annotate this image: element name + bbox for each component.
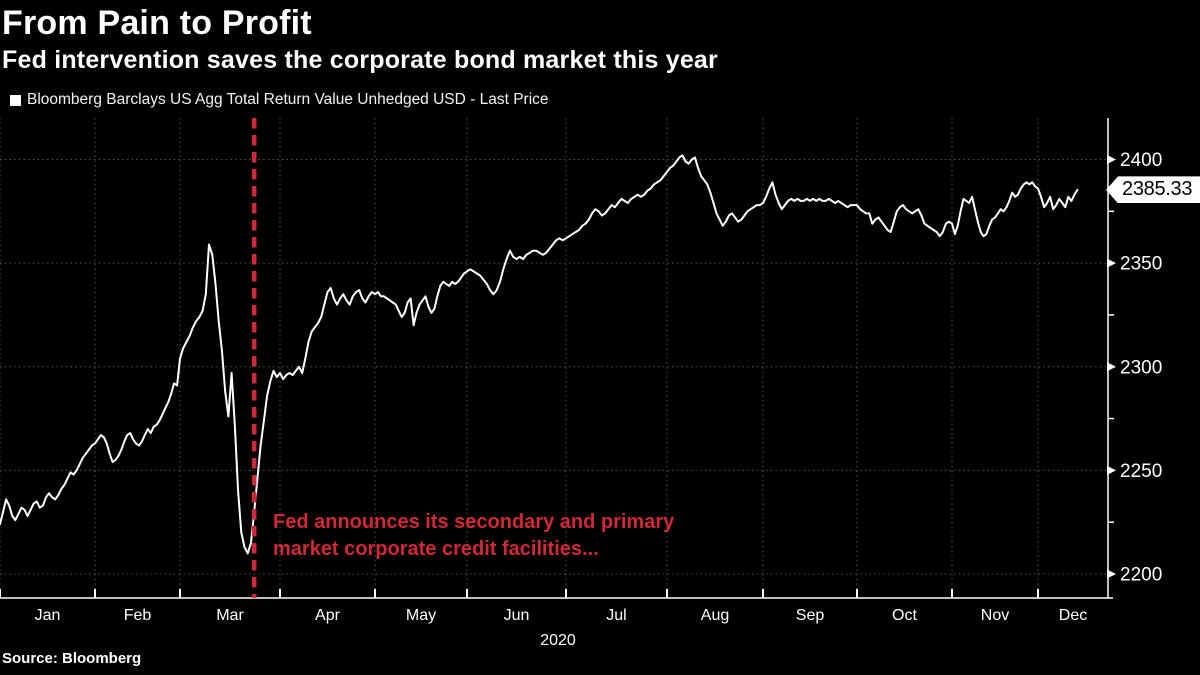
y-tick-label: 2200: [1120, 565, 1162, 586]
x-tick-label: Feb: [124, 607, 152, 624]
legend-label: Bloomberg Barclays US Agg Total Return V…: [27, 91, 549, 108]
y-major-tick-icon: [1107, 362, 1116, 372]
event-annotation-line2: market corporate credit facilities...: [273, 538, 599, 560]
y-tick-label: 2350: [1120, 254, 1162, 275]
chart-title: From Pain to Profit: [2, 4, 312, 42]
event-annotation-line1: Fed announces its secondary and primary: [273, 511, 675, 533]
source-label: Source: Bloomberg: [2, 650, 142, 667]
y-tick-label: 2400: [1120, 150, 1162, 171]
x-tick-label: Aug: [701, 607, 729, 624]
legend: Bloomberg Barclays US Agg Total Return V…: [10, 91, 549, 109]
price-line: [0, 154, 1079, 555]
x-tick-label: Jul: [606, 607, 626, 624]
y-major-tick-icon: [1107, 258, 1116, 268]
y-tick-label: 2250: [1120, 461, 1162, 482]
x-axis-year-label: 2020: [540, 632, 576, 649]
y-tick-label: 2300: [1120, 357, 1162, 378]
x-tick-label: Nov: [981, 607, 1009, 624]
legend-square-icon: [10, 94, 21, 106]
y-major-tick-icon: [1107, 155, 1116, 164]
x-tick-label: Sep: [796, 607, 825, 624]
chart-subtitle: Fed intervention saves the corporate bon…: [2, 46, 718, 74]
y-major-tick-icon: [1107, 569, 1116, 579]
x-tick-label: Dec: [1059, 607, 1087, 624]
last-price-flag: 2385.33: [1106, 176, 1200, 204]
x-tick-label: Oct: [892, 607, 917, 624]
x-tick-label: Jan: [35, 607, 61, 624]
x-tick-label: May: [406, 607, 436, 624]
y-major-tick-icon: [1107, 465, 1116, 475]
event-annotation: Fed announces its secondary and primary …: [273, 509, 674, 563]
x-tick-label: Mar: [216, 607, 244, 624]
last-price-value: 2385.33: [1122, 178, 1193, 201]
x-tick-label: Jun: [504, 607, 530, 624]
x-tick-label: Apr: [315, 607, 341, 624]
